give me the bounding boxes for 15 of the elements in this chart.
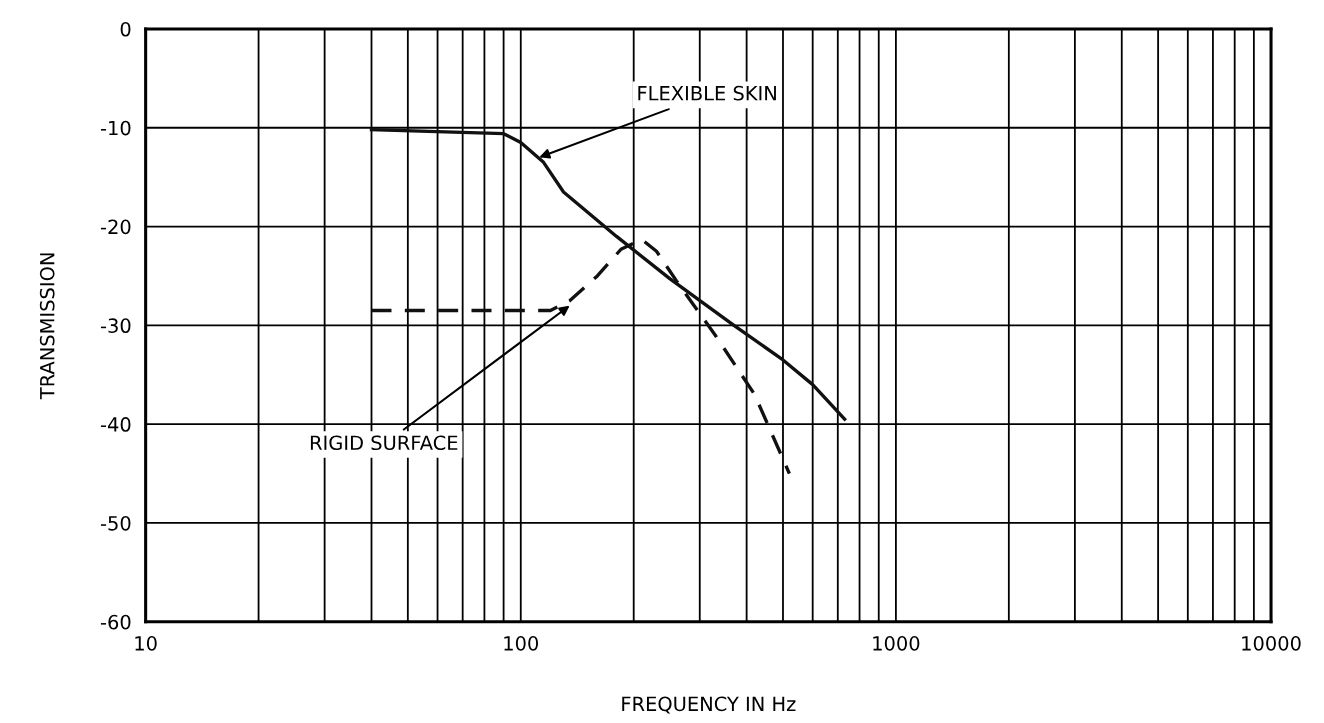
x-tick-label: 10000 — [1242, 636, 1301, 651]
x-tick-label: 1000 — [873, 636, 920, 651]
x-tick-label: 100 — [504, 636, 539, 651]
y-tick-label: -40 — [100, 417, 131, 432]
y-tick-label: -50 — [100, 515, 131, 531]
y-tick-label: -20 — [100, 219, 131, 235]
y-tick-label: -10 — [100, 120, 131, 136]
y-tick-label: 0 — [120, 21, 131, 37]
x-axis-title: FREQUENCY IN Hz — [622, 696, 796, 714]
y-tick-label: -60 — [100, 614, 131, 630]
y-axis-title: TRANSMISSION — [39, 253, 55, 400]
y-tick-label: -30 — [100, 318, 131, 334]
x-tick-label: 10 — [135, 636, 157, 651]
annotation: FLEXIBLE SKIN — [638, 85, 776, 101]
annotation: RIGID SURFACE — [310, 435, 458, 451]
